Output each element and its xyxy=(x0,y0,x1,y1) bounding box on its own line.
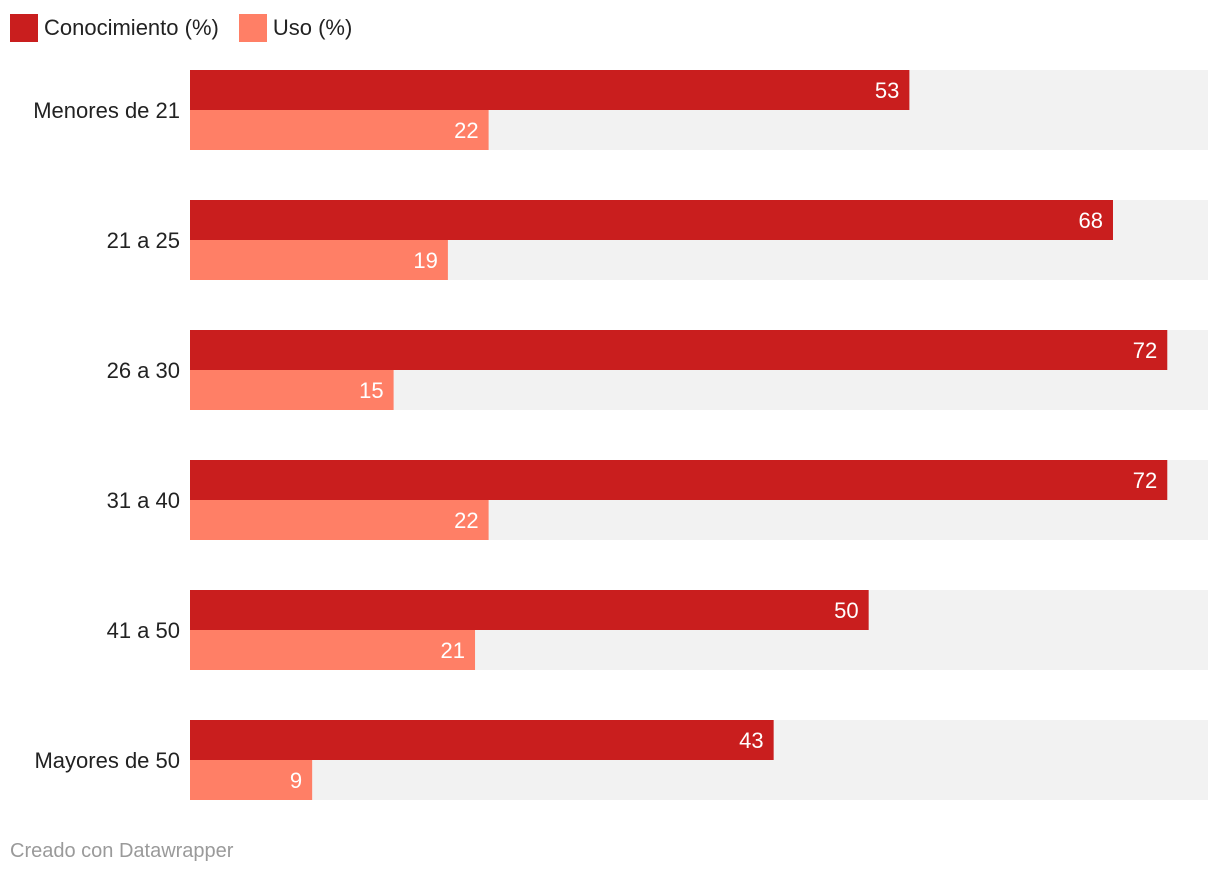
category-label: 26 a 30 xyxy=(107,358,180,383)
legend-label-conocimiento: Conocimiento (%) xyxy=(44,15,219,40)
bar-conocimiento xyxy=(190,330,1168,370)
bar-conocimiento xyxy=(190,590,869,630)
bar-uso xyxy=(190,240,448,280)
bar-conocimiento xyxy=(190,200,1113,240)
bar-conocimiento xyxy=(190,720,774,760)
data-label: 72 xyxy=(1133,468,1157,493)
category-label: Mayores de 50 xyxy=(34,748,180,773)
data-label: 22 xyxy=(454,508,478,533)
data-label: 15 xyxy=(359,378,383,403)
data-label: 43 xyxy=(739,728,763,753)
bar-uso xyxy=(190,500,489,540)
data-label: 72 xyxy=(1133,338,1157,363)
data-label: 21 xyxy=(441,638,465,663)
category-label: 31 a 40 xyxy=(107,488,180,513)
bar-uso xyxy=(190,370,394,410)
legend-swatch-uso xyxy=(238,14,267,42)
legend-label-uso: Uso (%) xyxy=(272,15,353,40)
legend-swatch-conocimiento xyxy=(10,14,38,42)
legend-item-uso: Uso (%) xyxy=(238,14,353,42)
bar-uso xyxy=(190,110,489,150)
category-label: 41 a 50 xyxy=(107,618,180,643)
chart-legend: Conocimiento (%) Uso (%) xyxy=(10,12,352,44)
bar-conocimiento xyxy=(190,70,910,110)
data-label: 68 xyxy=(1079,208,1103,233)
category-label: Menores de 21 xyxy=(33,98,180,123)
bar-uso xyxy=(190,630,476,670)
data-label: 9 xyxy=(290,768,302,793)
bar-conocimiento xyxy=(190,460,1168,500)
category-label: 21 a 25 xyxy=(107,228,180,253)
bar-uso xyxy=(190,760,313,800)
data-label: 19 xyxy=(413,248,437,273)
legend-item-conocimiento: Conocimiento (%) xyxy=(10,14,219,42)
data-label: 50 xyxy=(834,598,858,623)
footer-credit: Creado con Datawrapper xyxy=(10,840,234,862)
data-label: 22 xyxy=(454,118,478,143)
data-label: 53 xyxy=(875,78,899,103)
